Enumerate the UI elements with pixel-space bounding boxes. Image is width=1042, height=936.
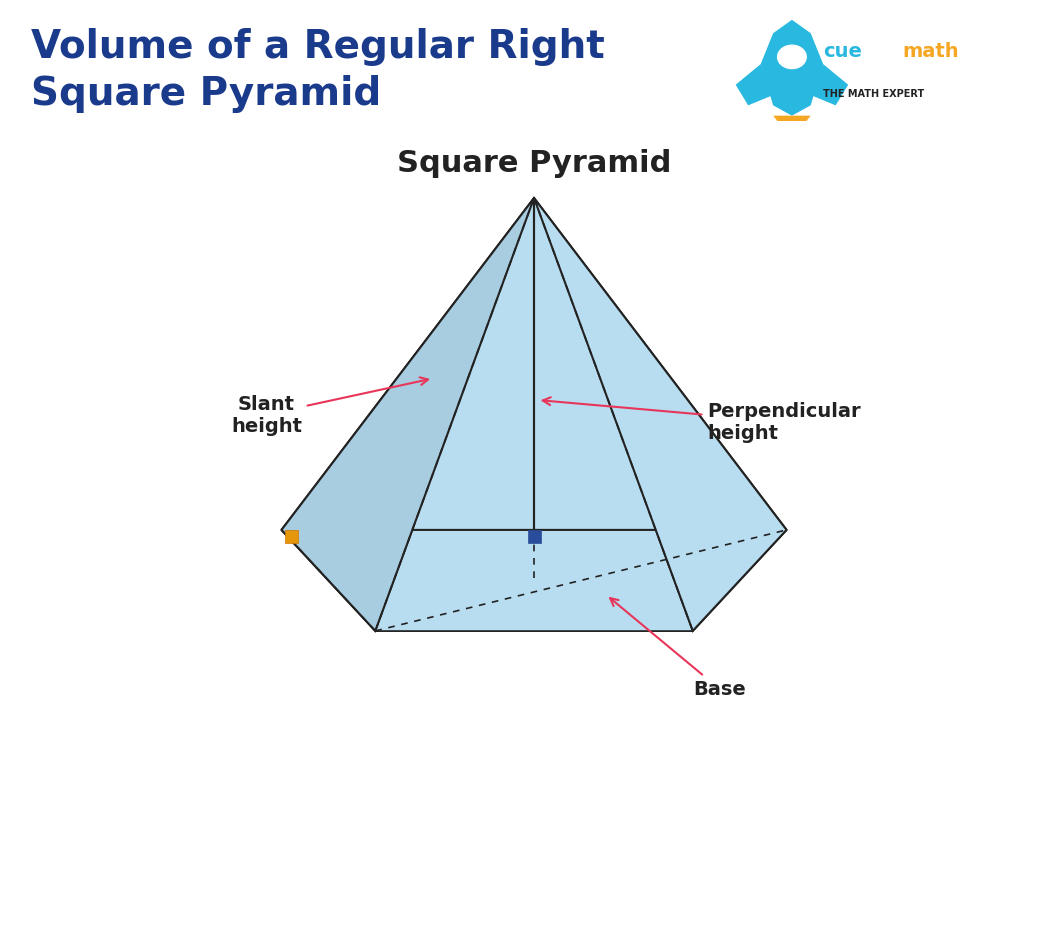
Polygon shape	[281, 531, 787, 631]
Polygon shape	[535, 198, 787, 631]
Polygon shape	[736, 66, 773, 106]
Polygon shape	[375, 198, 693, 631]
Text: cue: cue	[823, 42, 862, 61]
Polygon shape	[811, 66, 848, 106]
Text: Base: Base	[611, 598, 745, 698]
Text: Volume of a Regular Right
Square Pyramid: Volume of a Regular Right Square Pyramid	[31, 28, 605, 113]
Text: THE MATH EXPERT: THE MATH EXPERT	[823, 89, 924, 99]
Bar	[286, 531, 298, 543]
Polygon shape	[281, 198, 787, 531]
Text: Perpendicular
height: Perpendicular height	[543, 398, 861, 443]
Polygon shape	[281, 198, 535, 631]
Polygon shape	[761, 21, 823, 116]
Circle shape	[777, 46, 807, 70]
Polygon shape	[773, 116, 811, 140]
Bar	[527, 531, 541, 543]
Text: math: math	[902, 42, 959, 61]
Text: Square Pyramid: Square Pyramid	[397, 149, 671, 177]
Text: Slant
height: Slant height	[231, 378, 428, 435]
